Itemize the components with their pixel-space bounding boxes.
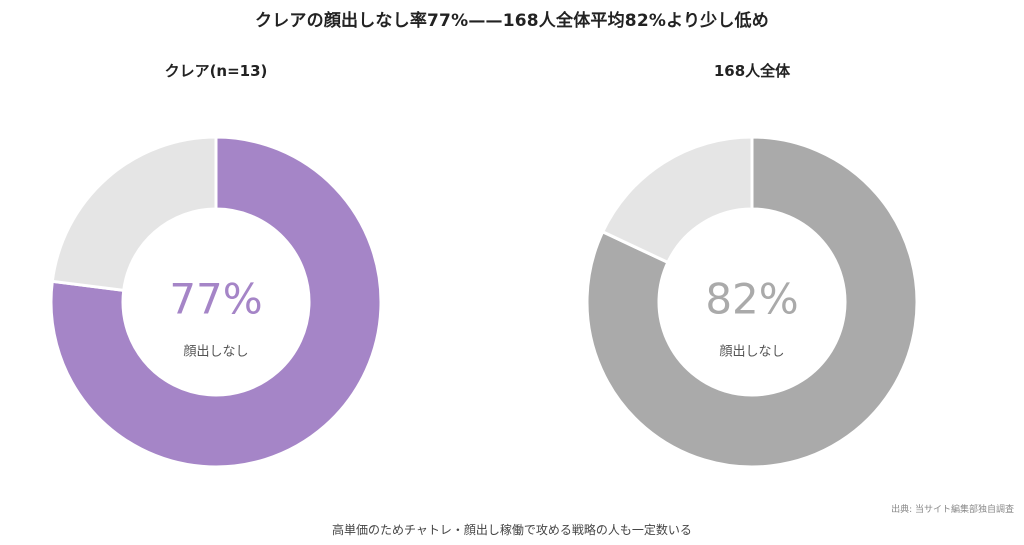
- main-title: クレアの顔出しなし率77%——168人全体平均82%より少し低め: [255, 11, 769, 31]
- center-value-claire: 77%: [169, 275, 262, 324]
- donut-slice-primary: [585, 135, 919, 469]
- donut-chart-all: 168人全体 82% 顔出しなし: [582, 52, 922, 472]
- chart-title-all: 168人全体: [713, 62, 791, 80]
- center-label-claire: 顔出しなし: [183, 345, 248, 360]
- donut-slices-all: [585, 135, 919, 469]
- center-label-all: 顔出しなし: [719, 345, 784, 360]
- donut-chart-claire: クレア(n=13) 77% 顔出しなし: [46, 52, 386, 472]
- donut-svg-all: 82% 顔出しなし: [585, 135, 919, 469]
- donut-slice-remainder: [50, 135, 218, 293]
- center-value-all: 82%: [705, 275, 798, 324]
- caption: 高単価のためチャトレ・顔出し稼働で攻める戦略の人も一定数いる: [332, 523, 692, 537]
- chart-title-claire: クレア(n=13): [164, 62, 268, 80]
- donut-svg-claire: 77% 顔出しなし: [49, 135, 383, 469]
- source-note: 出典: 当サイト編集部独自調査: [891, 505, 1014, 515]
- donut-slice-primary: [49, 135, 383, 469]
- donut-slice-remainder: [600, 135, 754, 265]
- donut-slices-claire: [49, 135, 383, 469]
